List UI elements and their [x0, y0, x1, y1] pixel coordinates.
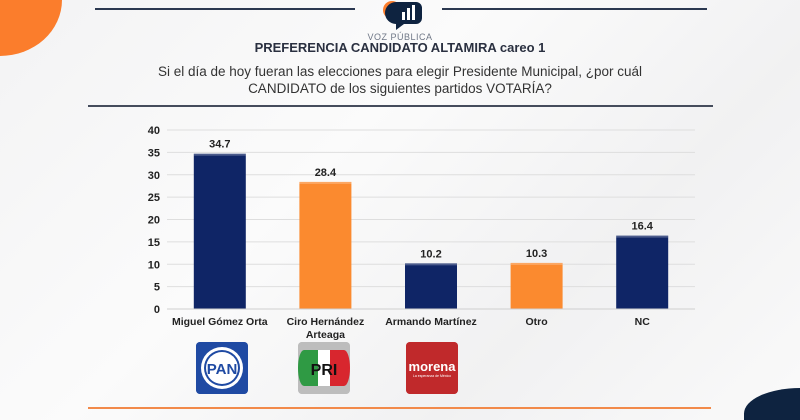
y-tick-label: 35 — [148, 147, 160, 159]
footer-divider — [88, 407, 711, 409]
data-label: 34.7 — [209, 139, 230, 151]
bar-highlight — [405, 263, 457, 266]
data-label: 16.4 — [631, 221, 653, 233]
chart-title: PREFERENCIA CANDIDATO ALTAMIRA careo 1 — [254, 40, 546, 55]
y-tick-label: 5 — [154, 282, 160, 294]
pri-logo-text: PRI — [311, 362, 338, 379]
y-tick-label: 20 — [148, 215, 160, 227]
bar — [405, 263, 457, 309]
y-tick-label: 40 — [148, 125, 160, 137]
brand-name: VOZ PÚBLICA — [367, 32, 433, 42]
pri-logo-icon: PRI — [298, 342, 350, 394]
data-label: 10.2 — [420, 248, 441, 260]
question-divider — [88, 105, 713, 107]
x-tick-label: Ciro Hernández — [287, 316, 365, 328]
x-tick-label: Armando Martínez — [385, 316, 477, 328]
data-label: 10.3 — [526, 248, 547, 260]
morena-logo-text: morena — [409, 359, 457, 374]
y-tick-label: 0 — [154, 304, 160, 316]
bar-highlight — [510, 262, 563, 265]
morena-tagline: La esperanza de México — [413, 374, 451, 378]
x-tick-label: NC — [635, 316, 651, 328]
y-tick-label: 15 — [148, 237, 160, 249]
bar-highlight — [616, 235, 669, 238]
x-tick-label: Miguel Gómez Orta — [172, 316, 268, 328]
header-divider-left — [95, 8, 355, 10]
x-tick-label: Arteaga — [306, 329, 345, 341]
y-tick-label: 10 — [148, 259, 160, 271]
survey-question: Si el día de hoy fueran las elecciones p… — [157, 64, 643, 96]
bar-highlight — [193, 153, 246, 156]
header-divider-right — [442, 8, 707, 10]
bar — [510, 262, 563, 309]
voz-publica-logo-icon — [383, 1, 422, 30]
pan-logo-icon: PAN — [196, 342, 248, 394]
bar-highlight — [299, 181, 352, 184]
y-tick-label: 30 — [148, 170, 160, 182]
morena-logo-icon: morena La esperanza de México — [406, 342, 458, 394]
x-tick-label: Otro — [526, 316, 548, 328]
pan-logo-text: PAN — [207, 361, 238, 378]
bar — [193, 153, 246, 309]
data-label: 28.4 — [315, 167, 337, 179]
bar — [616, 235, 669, 309]
y-tick-label: 25 — [148, 192, 160, 204]
bar — [299, 181, 352, 309]
